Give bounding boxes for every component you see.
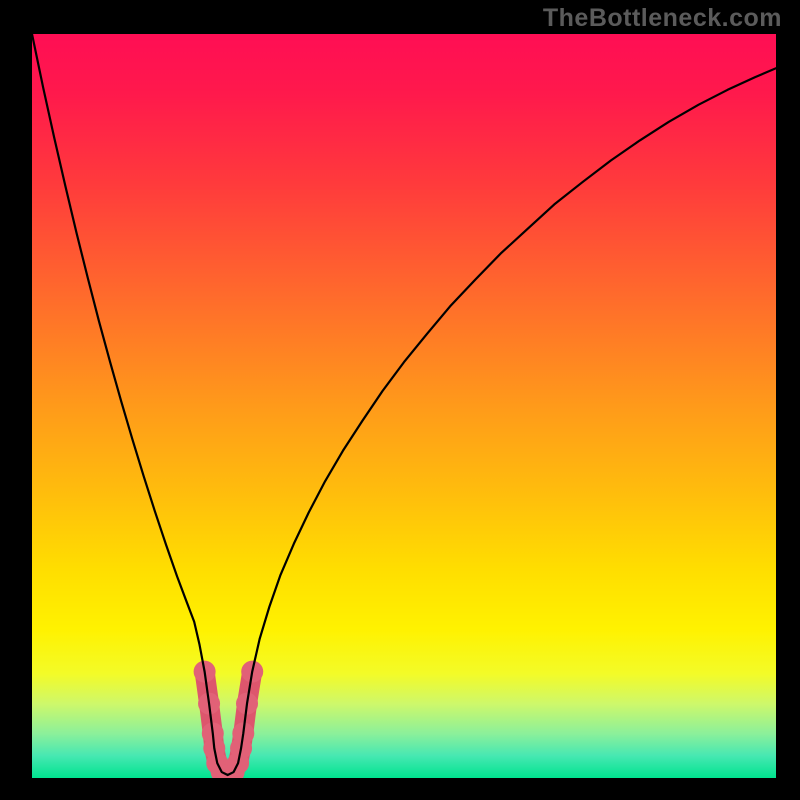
watermark-text: TheBottleneck.com — [543, 4, 782, 33]
gradient-background — [32, 34, 776, 778]
bottleneck-chart — [32, 34, 776, 778]
